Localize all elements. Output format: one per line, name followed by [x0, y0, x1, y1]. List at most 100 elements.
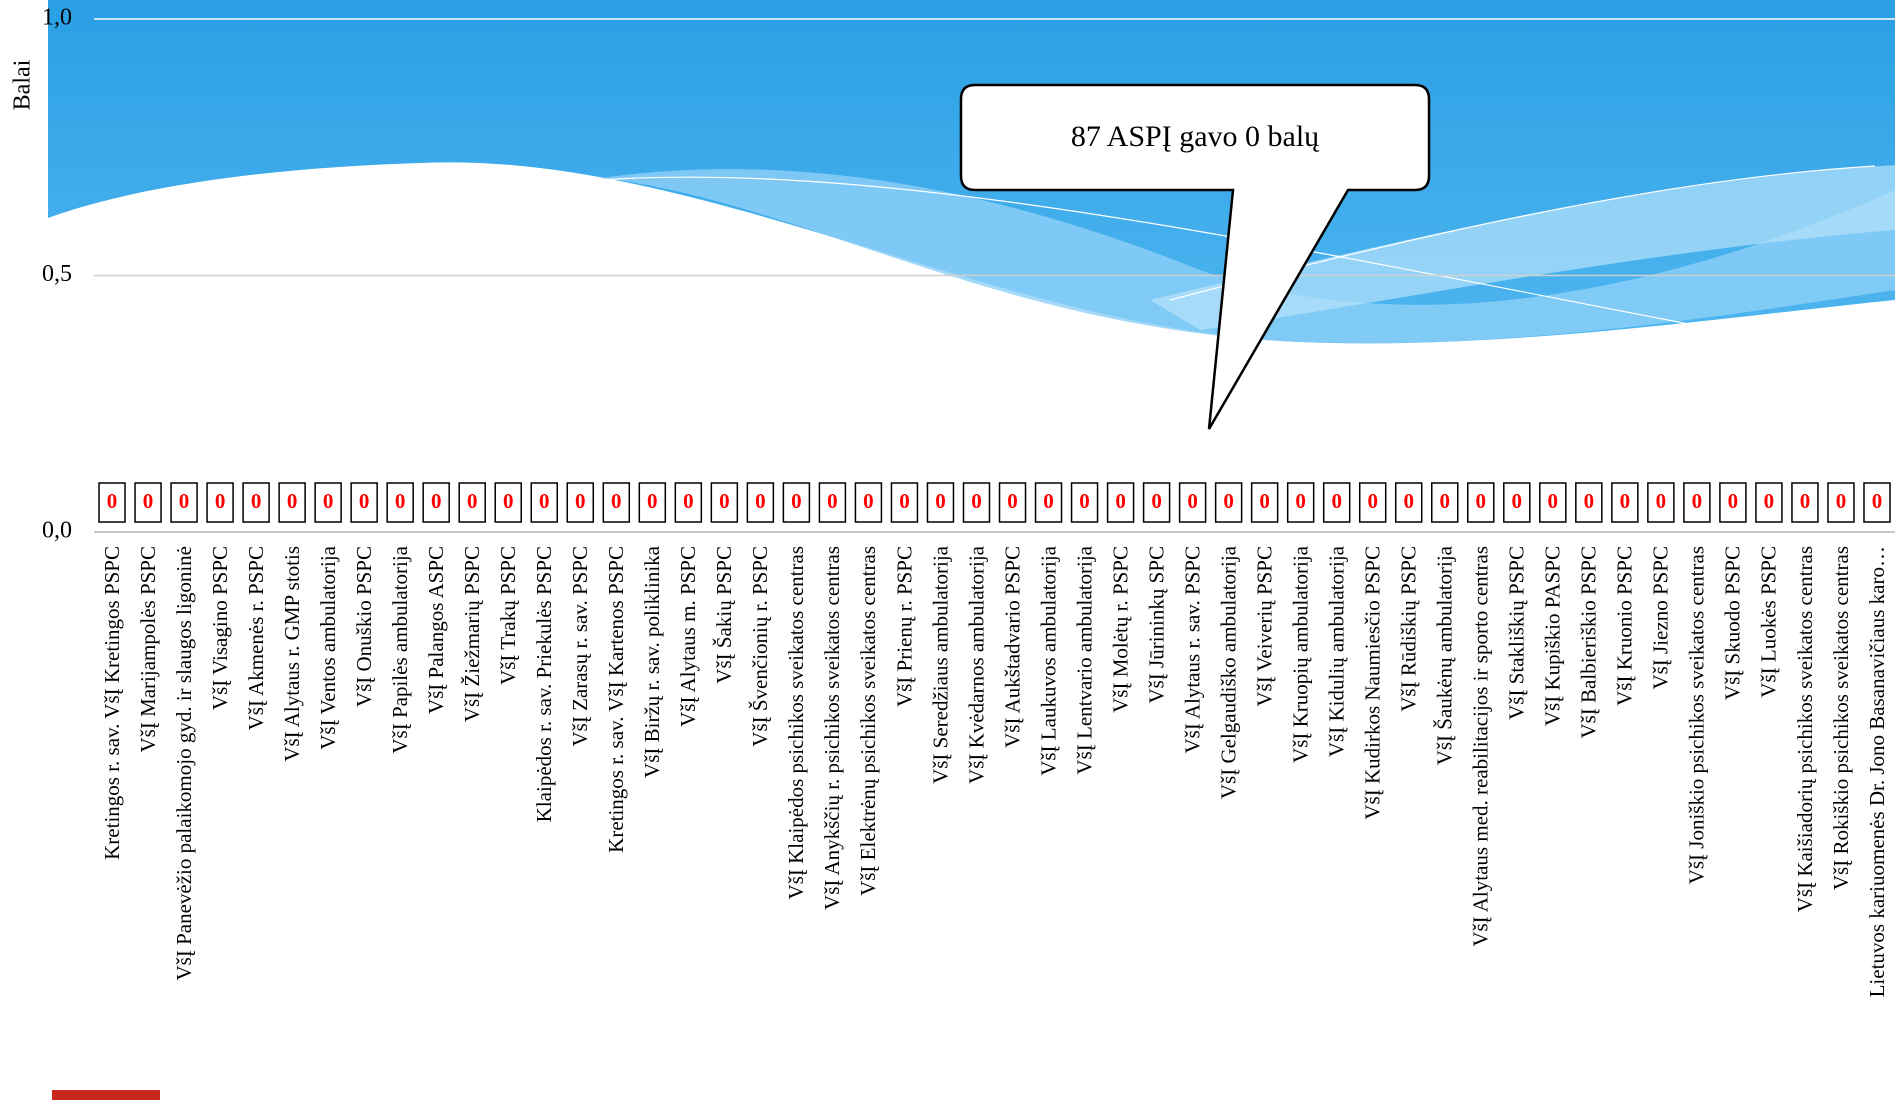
value-label-box [422, 482, 450, 523]
value-label: 0 [503, 489, 514, 513]
value-label-box [746, 482, 775, 523]
x-tick-label: VšĮ Kruonio PSPC [1613, 546, 1637, 706]
x-tick-label: Kretingos r. sav. VšĮ Kartenos PSPC [604, 546, 628, 853]
value-label-box [962, 482, 991, 523]
x-tick-label: VšĮ Alytaus med. reabilitacijos ir sport… [1469, 546, 1493, 947]
x-tick-label: VšĮ Anykščių r. psichikos sveikatos cent… [820, 546, 844, 910]
x-tick-label: VšĮ Prienų r. PSPC [892, 546, 916, 707]
x-tick-label: VšĮ Balbieriškio PSPC [1577, 546, 1601, 739]
x-tick-label: VšĮ Seredžiaus ambulatorija [928, 545, 952, 784]
value-label-box [1358, 482, 1387, 523]
value-label: 0 [323, 489, 334, 513]
value-label: 0 [1548, 489, 1559, 513]
value-label: 0 [287, 489, 298, 513]
x-tick-label: VšĮ Šakių PSPC [712, 546, 736, 684]
logo [52, 1090, 160, 1100]
value-label: 0 [971, 489, 982, 513]
value-label: 0 [1115, 489, 1126, 513]
value-label: 0 [107, 489, 118, 513]
callout: 87 ASPĮ gavo 0 balų [959, 83, 1431, 430]
value-label-box [998, 482, 1027, 523]
x-tick-label: VšĮ Veiverių PSPC [1252, 546, 1276, 707]
value-label-box [1755, 482, 1783, 523]
x-tick-label: VšĮ Onuškio PSPC [352, 546, 376, 707]
value-label-box [1142, 482, 1171, 523]
value-label: 0 [1223, 489, 1234, 513]
value-label: 0 [1836, 489, 1847, 513]
value-label-box [1250, 482, 1279, 523]
value-label: 0 [899, 489, 910, 513]
value-label-box [530, 482, 558, 523]
value-label-box [278, 482, 306, 523]
x-tick-label: VšĮ Rokiškio psichikos sveikatos centras [1829, 546, 1853, 890]
x-tick-label: VšĮ Kudirkos Naumiesčio PSPC [1361, 546, 1385, 820]
value-label: 0 [539, 489, 550, 513]
value-label-box [170, 482, 198, 523]
value-label: 0 [611, 489, 622, 513]
value-label-box [710, 482, 739, 523]
x-tick-label: VšĮ Papilės ambulatorija [388, 545, 412, 753]
value-label-box [1647, 482, 1675, 523]
value-label-box [350, 482, 378, 523]
value-label-box [602, 482, 631, 523]
x-tick-label: Kretingos r. sav. VšĮ Kretingos PSPC [100, 546, 124, 860]
value-label: 0 [791, 489, 802, 513]
x-tick-label: VšĮ Kaišiadorių psichikos sveikatos cent… [1793, 546, 1817, 912]
x-tick-label: VšĮ Alytaus r. GMP stotis [280, 546, 304, 762]
x-tick-label: VšĮ Kruopių ambulatorija [1288, 545, 1312, 763]
x-tick-label: VšĮ Marijampolės PSPC [136, 546, 160, 753]
y-tick-label: 1,0 [42, 5, 72, 31]
x-tick-label: VšĮ Molėtų r. PSPC [1108, 546, 1132, 713]
value-label: 0 [179, 489, 190, 513]
value-label: 0 [215, 489, 226, 513]
x-tick-label: VšĮ Jiezno PSPC [1649, 546, 1673, 690]
value-label: 0 [431, 489, 442, 513]
value-label-box [854, 482, 883, 523]
value-label-box [1034, 482, 1063, 523]
value-label: 0 [575, 489, 586, 513]
value-label: 0 [1331, 489, 1342, 513]
value-label-box [134, 482, 162, 523]
value-label: 0 [647, 489, 658, 513]
value-label: 0 [1764, 489, 1775, 513]
value-label: 0 [863, 489, 874, 513]
value-label: 0 [1367, 489, 1378, 513]
x-tick-label: VšĮ Kidulių ambulatorija [1325, 545, 1349, 757]
value-label: 0 [395, 489, 406, 513]
value-label: 0 [683, 489, 694, 513]
value-label: 0 [827, 489, 838, 513]
value-label-box [926, 482, 955, 523]
value-label: 0 [359, 489, 370, 513]
x-tick-label: VšĮ Trakų PSPC [496, 546, 520, 685]
value-label: 0 [935, 489, 946, 513]
value-label: 0 [1476, 489, 1487, 513]
value-label-box [1070, 482, 1099, 523]
y-tick-label: 0,0 [42, 518, 72, 544]
value-label-box [1214, 482, 1243, 523]
value-label-box [1106, 482, 1135, 523]
x-tick-label: VšĮ Gelgaudiško ambulatorija [1216, 545, 1240, 799]
x-tick-label: VšĮ Alytaus m. PSPC [676, 546, 700, 727]
value-label: 0 [1151, 489, 1162, 513]
value-label: 0 [1692, 489, 1703, 513]
x-tick-label: VšĮ Ventos ambulatorija [316, 545, 340, 749]
value-label-box [98, 482, 126, 523]
value-label: 0 [1872, 489, 1883, 513]
value-label-box [1431, 482, 1459, 523]
x-tick-label: VšĮ Laukuvos ambulatorija [1036, 545, 1060, 775]
x-tick-label: VšĮ Žiežmarių PSPC [460, 546, 484, 722]
x-tick-label: VšĮ Skuodo PSPC [1721, 546, 1745, 700]
y-axis-title: Balai [10, 59, 36, 110]
value-label-box [782, 482, 811, 523]
value-label: 0 [1656, 489, 1667, 513]
value-label-box [1791, 482, 1819, 523]
value-label: 0 [1079, 489, 1090, 513]
x-tick-label: VšĮ Aukštadvario PSPC [1000, 546, 1024, 748]
x-tick-label: VšĮ Šaukėnų ambulatorija [1433, 545, 1457, 765]
value-label-box [206, 482, 234, 523]
value-label-box [638, 482, 667, 523]
x-tick-label: VšĮ Klaipėdos psichikos sveikatos centra… [784, 546, 808, 899]
value-label-box [890, 482, 919, 523]
value-label: 0 [143, 489, 154, 513]
